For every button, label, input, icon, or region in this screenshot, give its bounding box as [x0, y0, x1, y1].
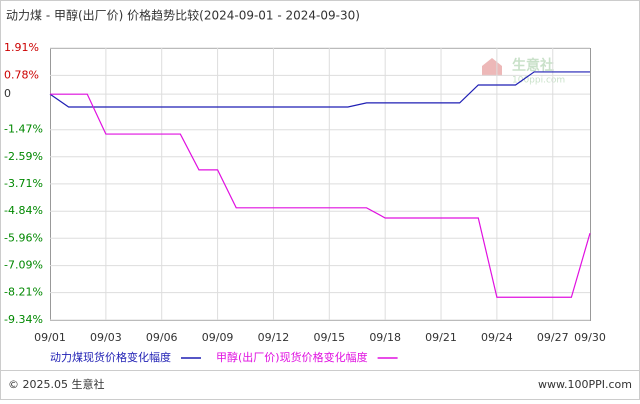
- y-tick-label: -1.47%: [4, 123, 43, 136]
- watermark-name: 生意社: [512, 57, 554, 74]
- series-line: [50, 93, 591, 298]
- footer-left: © 2025.05 生意社: [8, 377, 104, 391]
- y-tick-label: -7.09%: [4, 259, 43, 272]
- x-tick-label: 09/09: [202, 331, 234, 344]
- y-tick-label: 0.78%: [4, 68, 39, 81]
- x-tick-label: 09/15: [313, 331, 345, 344]
- y-tick-label: -3.71%: [4, 177, 43, 190]
- y-tick-label: -8.21%: [4, 286, 43, 299]
- plot-area: [50, 48, 591, 321]
- x-tick-label: 09/24: [481, 331, 513, 344]
- y-tick-label: 1.91%: [4, 41, 39, 54]
- watermark-site: 100ppi.com: [512, 76, 565, 86]
- x-tick-label: 09/18: [369, 331, 401, 344]
- x-tick-label: 09/01: [34, 331, 66, 344]
- x-tick-label: 09/03: [90, 331, 122, 344]
- x-tick-label: 09/21: [425, 331, 457, 344]
- series-line: [49, 71, 590, 108]
- x-tick-label: 09/27: [537, 331, 569, 344]
- y-tick-label: -2.59%: [4, 150, 43, 163]
- y-tick-label: -5.96%: [4, 231, 43, 244]
- legend-label: 甲醇(出厂价)现货价格变化幅度: [216, 350, 368, 364]
- y-tick-label: 0: [4, 87, 11, 100]
- x-tick-label: 09/06: [146, 331, 178, 344]
- x-tick-label: 09/30: [574, 331, 606, 344]
- footer-right: www.100PPI.com: [538, 378, 632, 391]
- legend-label: 动力煤现货价格变化幅度: [50, 350, 171, 364]
- y-tick-label: -4.84%: [4, 204, 43, 217]
- chart-title: 动力煤 - 甲醇(出厂价) 价格趋势比较(2024-09-01 - 2024-0…: [6, 8, 360, 23]
- x-tick-label: 09/12: [258, 331, 290, 344]
- y-tick-label: -9.34%: [4, 313, 43, 326]
